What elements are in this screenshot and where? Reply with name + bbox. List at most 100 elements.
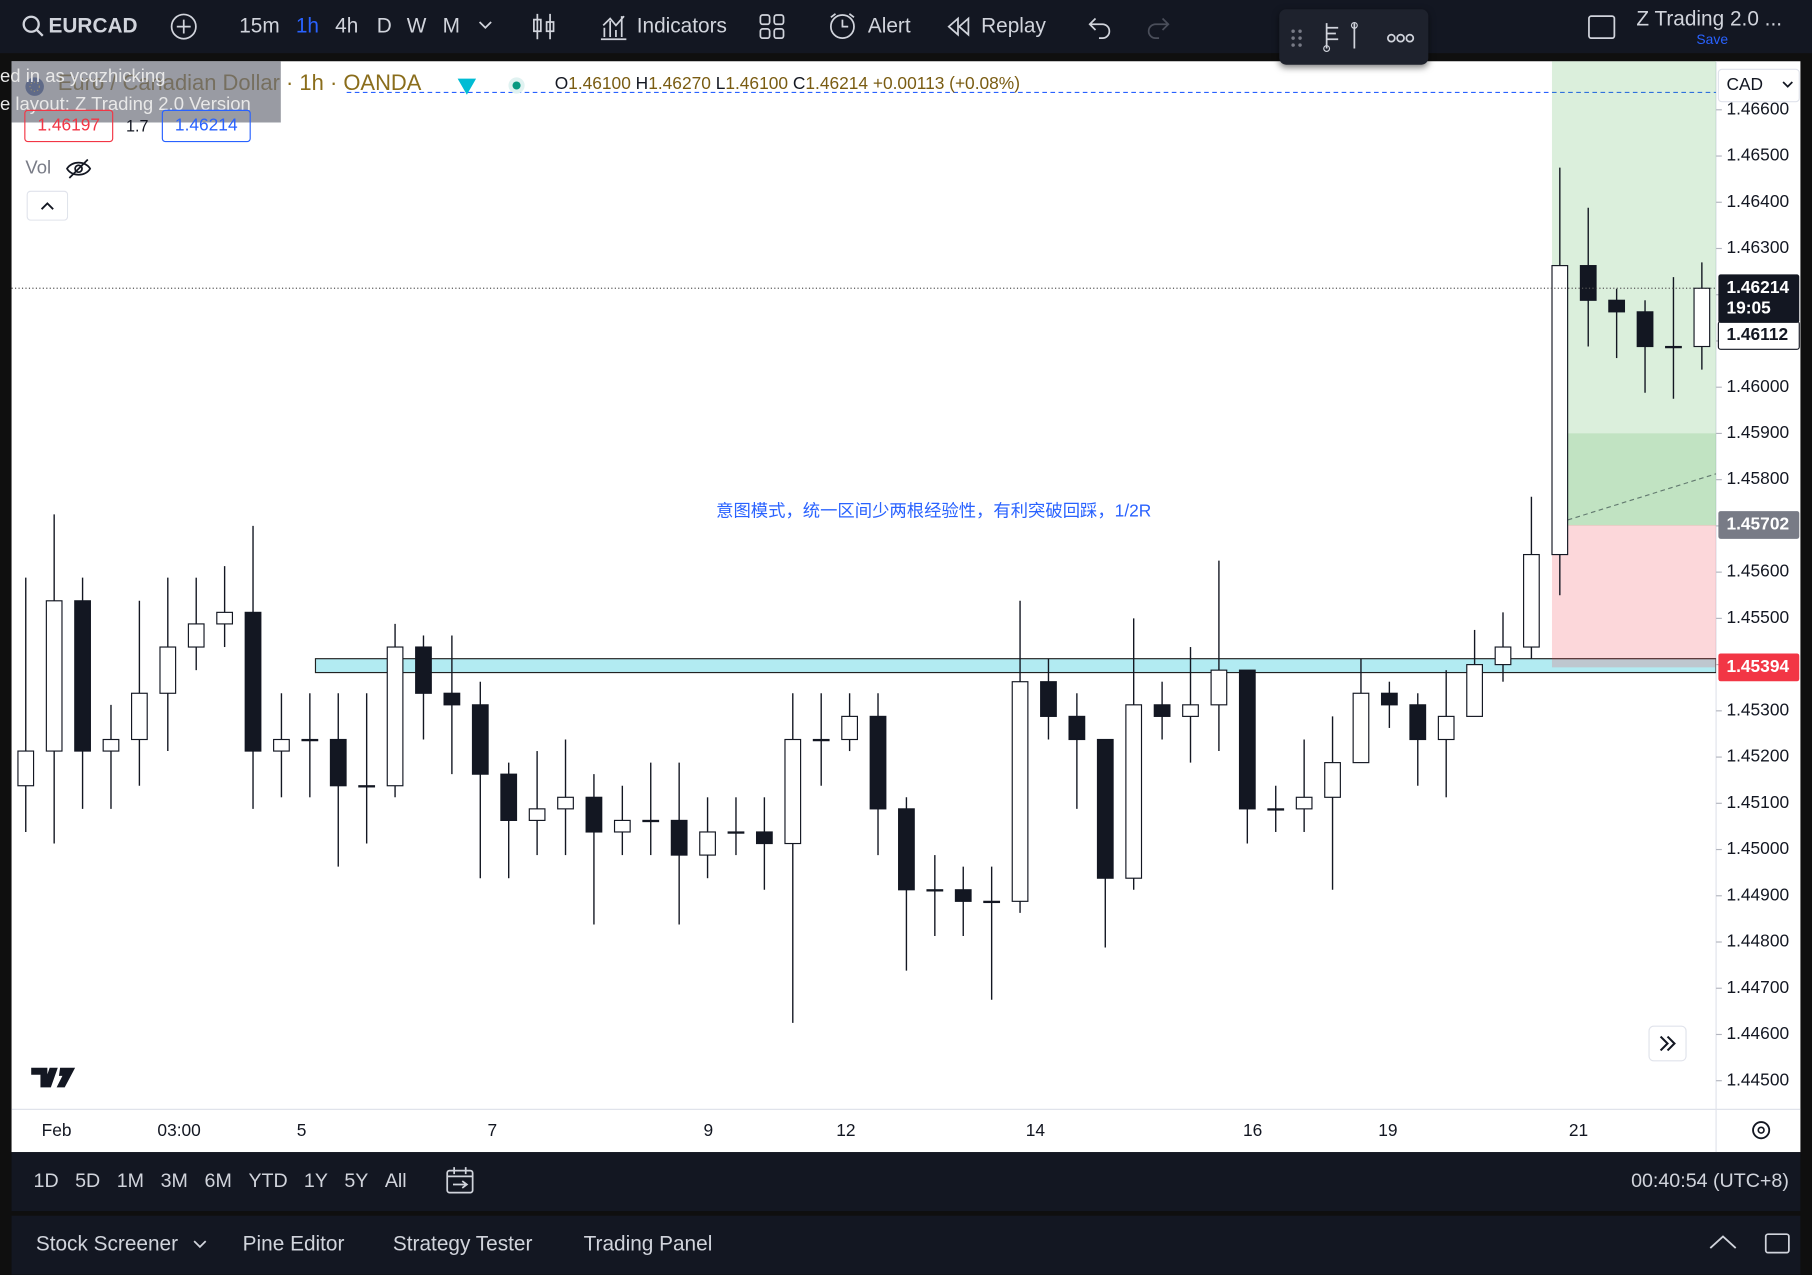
candle-body [415,646,432,694]
y-tick-label: 1.46000 [1726,376,1789,396]
panel-tab[interactable]: Stock Screener [35,1231,179,1255]
hide-icon[interactable] [65,157,93,180]
candle-body [784,738,802,845]
candle-body [1693,287,1711,348]
interval[interactable]: D [376,13,392,37]
undo-icon[interactable] [1086,14,1114,40]
candle-body [613,819,631,833]
candle-body [699,831,716,856]
candle-body [926,889,944,892]
interval[interactable]: W [406,13,427,37]
replay[interactable]: Replay [981,13,1046,37]
alert[interactable]: Alert [867,13,911,37]
y-tick-label: 1.44900 [1726,884,1789,904]
fullscreen-icon[interactable] [1587,14,1617,42]
candle-body [1210,669,1228,706]
candle-body [841,715,858,741]
drawing-tools[interactable] [1288,21,1421,56]
interval[interactable]: 15m [239,13,280,37]
candle-body [1068,715,1086,741]
settings-icon[interactable] [1752,1121,1771,1140]
redo-icon[interactable] [1144,14,1172,40]
candle-body [1437,715,1455,741]
y-tick-label: 1.44600 [1726,1023,1789,1043]
symbol[interactable]: EURCAD [48,13,138,37]
annotation[interactable]: 意图模式，统一区间少两根经验性，有利突破回踩，1/2R [716,501,1151,521]
range-button[interactable]: 1M [116,1169,145,1192]
range-button[interactable]: 5Y [344,1169,369,1192]
indicators-icon[interactable] [599,12,629,42]
range-button[interactable]: 3M [160,1169,188,1192]
layout-name[interactable]: Z Trading 2.0 ... [1636,6,1783,31]
y-tick-label: 1.44500 [1726,1069,1789,1089]
interval[interactable]: M [442,13,460,37]
candle-body [528,808,546,821]
volume-label[interactable]: Vol [25,158,52,178]
search-icon[interactable] [21,14,46,39]
time-label: Feb [41,1120,72,1141]
sell-price[interactable]: 1.46197 [24,109,114,143]
interval-menu[interactable] [477,20,493,32]
save[interactable]: Save [1696,31,1729,48]
panel-tab[interactable]: Trading Panel [583,1231,713,1255]
add-symbol-icon[interactable] [170,13,198,41]
tab-menu[interactable] [192,1239,208,1251]
goto-date-icon[interactable] [444,1166,476,1196]
candle-body [755,831,773,845]
candle-body [386,646,404,787]
interval-active[interactable]: 1h [295,13,319,37]
y-tick-label: 1.46300 [1726,237,1789,257]
replay-icon[interactable] [945,15,973,38]
y-tick-label: 1.44700 [1726,977,1789,997]
candle-body [102,738,120,752]
status-icons[interactable] [456,76,525,97]
currency-select[interactable] [1717,68,1800,103]
range-button[interactable]: 1Y [303,1169,328,1192]
y-tick-label: 1.45900 [1726,422,1789,442]
candle-body [812,738,830,742]
ohlc-value: 1.46270 [648,73,711,94]
candle-body [471,704,489,775]
candle-body [443,692,461,706]
y-tick-label: 1.45200 [1726,746,1789,766]
candle-body [329,738,347,787]
ohlc-label: O [554,73,569,94]
range-button[interactable]: YTD [248,1169,288,1192]
maximize-panel[interactable] [1762,1230,1792,1258]
loss-zone [1551,524,1717,668]
candle-body [954,889,972,902]
support-zone[interactable] [314,658,1717,674]
interval[interactable]: 4h [335,13,359,37]
range-button[interactable]: All [384,1169,407,1192]
range-button[interactable]: 6M [204,1169,232,1192]
panel-tab[interactable]: Pine Editor [242,1231,345,1255]
candle-body [1238,669,1256,810]
buy-price[interactable]: 1.46214 [161,109,251,143]
candle-body [1096,738,1114,879]
candle-body [187,623,205,648]
range-button[interactable]: 1D [33,1169,59,1192]
last-price [1718,274,1800,323]
candle-body [1608,299,1626,313]
collapse-panel[interactable] [1708,1233,1738,1251]
position-path [1559,473,1717,523]
collapse-button[interactable] [26,190,69,221]
currency[interactable]: CAD [1726,74,1763,94]
layout-icon[interactable] [758,13,786,41]
y-tick-label: 1.45300 [1726,699,1789,719]
candle-body [1125,704,1143,879]
ohlc-value: 1.46214 [805,73,869,94]
candle-body [301,738,319,742]
candle-body [1011,681,1029,902]
clock[interactable]: 00:40:54 (UTC+8) [1631,1169,1789,1192]
entry-price-label: 1.45702 [1726,514,1789,534]
alert-icon[interactable] [827,12,859,42]
chart-type-icon[interactable] [530,12,558,42]
indicators[interactable]: Indicators [636,13,727,37]
candle-body [1324,762,1341,798]
range-button[interactable]: 5D [75,1169,101,1192]
candle-body [557,796,574,810]
logo[interactable] [31,1067,76,1088]
panel-tab[interactable]: Strategy Tester [392,1231,533,1255]
